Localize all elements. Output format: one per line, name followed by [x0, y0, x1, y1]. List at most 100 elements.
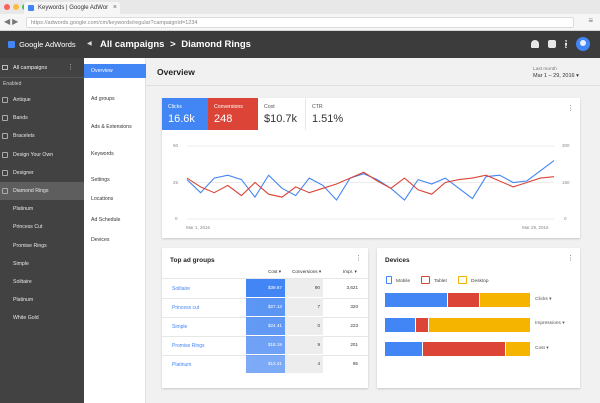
- tab-close-icon[interactable]: ×: [112, 4, 117, 11]
- bar-segment-mobile: [385, 342, 422, 356]
- sort-down-icon: ▾: [354, 269, 357, 274]
- sidebar-adgroup-white-gold[interactable]: White Gold: [13, 315, 39, 322]
- conversions-series-line: [186, 171, 555, 198]
- date-range-selector[interactable]: Last month Mar 1 – 29, 2016 ▾: [533, 67, 579, 79]
- more-options-icon[interactable]: ⋮: [67, 64, 74, 71]
- sidebar-item-design-your-own[interactable]: Design Your Own: [0, 146, 84, 164]
- collapse-sidebar-icon[interactable]: ◀: [87, 41, 92, 47]
- legend-mobile[interactable]: Mobile: [386, 276, 410, 284]
- bar-segment-desktop: [479, 293, 530, 307]
- mobile-device-icon: [386, 276, 392, 284]
- tablet-device-icon: [421, 276, 430, 284]
- chevron-down-icon: ▾: [549, 297, 552, 302]
- conversions-cell: 9: [285, 336, 323, 354]
- sidebar-item-label: Diamond Rings: [13, 187, 49, 194]
- page-menu-settings[interactable]: Settings: [91, 177, 110, 183]
- adwords-logo[interactable]: Google AdWords: [0, 31, 84, 58]
- legend-label: Mobile: [396, 279, 411, 284]
- page-menu-ad-schedule[interactable]: Ad Schedule: [91, 217, 121, 223]
- account-avatar-icon[interactable]: [576, 37, 590, 51]
- browser-tab[interactable]: Keywords | Google AdWor ×: [24, 2, 120, 14]
- bar-label-cost[interactable]: Cost ▾: [535, 346, 549, 351]
- ad-group-link[interactable]: Promise Rings: [172, 343, 205, 349]
- top-ad-groups-card: Top ad groups ⋮ Cost ▾ Conversions ▾ Imp…: [162, 248, 368, 388]
- ad-group-link[interactable]: Simple: [172, 324, 188, 330]
- minimize-window-button[interactable]: [13, 4, 19, 10]
- sidebar-item-bands[interactable]: Bands: [0, 109, 84, 127]
- sort-down-icon: ▾: [318, 269, 322, 274]
- logo-text: Google AdWords: [19, 40, 76, 49]
- more-vert-icon[interactable]: [565, 40, 567, 48]
- chart-options-icon[interactable]: ⋮: [567, 105, 574, 112]
- legend-tablet[interactable]: Tablet: [421, 276, 447, 284]
- legend-label: Tablet: [434, 279, 447, 284]
- enabled-section-label: Enabled: [3, 81, 22, 87]
- page-menu-ads-extensions[interactable]: Ads & Extensions: [91, 124, 132, 130]
- metric-ctr[interactable]: CTR 1.51%: [306, 98, 354, 130]
- date-range-text: Mar 1 – 29, 2016: [533, 73, 575, 79]
- sidebar-adgroup-princess-cut[interactable]: Princess Cut: [13, 224, 43, 231]
- metric-value: $10.7k: [264, 113, 298, 125]
- y-tick-right: 0: [564, 216, 567, 221]
- sidebar-adgroup-simple[interactable]: Simple: [13, 260, 29, 267]
- conversions-cell: 0: [285, 317, 323, 335]
- bar-label-clicks[interactable]: Clicks ▾: [535, 297, 552, 302]
- page-menu-ad-groups[interactable]: Ad groups: [91, 96, 115, 102]
- campaign-sidebar: Google AdWords All campaigns ⋮ Enabled A…: [0, 31, 84, 403]
- cost-cell: $24.41: [246, 317, 285, 335]
- conversions-cell: 4: [285, 355, 323, 373]
- sidebar-item-bracelets[interactable]: Bracelets: [0, 127, 84, 145]
- ad-group-link[interactable]: Solitaire: [172, 286, 191, 292]
- bar-segment-tablet: [415, 318, 428, 332]
- header-divider: [146, 85, 600, 86]
- close-window-button[interactable]: [4, 4, 10, 10]
- cost-cell: $12.41: [246, 355, 285, 373]
- date-range-label: Last month: [533, 67, 557, 72]
- ad-group-link[interactable]: Princess cut: [172, 305, 200, 311]
- header-actions: [531, 37, 590, 51]
- browser-address-bar: ◀▶ https://adwords.google.com/cm/keyword…: [0, 14, 600, 31]
- campaign-icon: [2, 133, 8, 140]
- sidebar-adgroup-platinum-2[interactable]: Platinum: [13, 297, 34, 304]
- sidebar-adgroup-platinum[interactable]: Platinum: [13, 206, 34, 213]
- column-header-conversions[interactable]: Conversions ▾: [292, 269, 321, 275]
- ad-group-link[interactable]: Platinum: [172, 362, 192, 368]
- sidebar-item-designer[interactable]: Designer: [0, 164, 84, 182]
- column-header-cost[interactable]: Cost ▾: [268, 269, 281, 275]
- impressions-cell: 3,621: [346, 285, 359, 290]
- page-menu-overview[interactable]: Overview: [84, 64, 146, 78]
- column-header-impressions[interactable]: Impr. ▾: [343, 269, 357, 275]
- devices-options-icon[interactable]: ⋮: [567, 255, 574, 262]
- notifications-icon[interactable]: [531, 40, 539, 48]
- desktop-device-icon: [458, 276, 467, 284]
- bar-label-impressions[interactable]: Impressions ▾: [535, 321, 565, 326]
- campaign-icon: [2, 187, 8, 194]
- breadcrumb-all-campaigns[interactable]: All campaigns: [100, 39, 165, 50]
- back-forward-icon[interactable]: ◀▶: [4, 17, 21, 26]
- metric-cost[interactable]: Cost $10.7k: [258, 98, 306, 130]
- browser-menu-icon[interactable]: ≡: [588, 16, 593, 25]
- sidebar-adgroup-solitaire[interactable]: Solitaire: [13, 278, 32, 285]
- page-menu-locations[interactable]: Locations: [91, 196, 114, 202]
- metric-conversions[interactable]: Conversions 248: [208, 98, 258, 130]
- chevron-down-icon: ▾: [576, 73, 579, 79]
- sidebar-item-label: Antique: [13, 97, 31, 103]
- sidebar-adgroup-promise-rings[interactable]: Promise Rings: [13, 242, 47, 249]
- page-menu-devices[interactable]: Devices: [91, 237, 110, 243]
- sidebar-item-diamond-rings[interactable]: Diamond Rings: [0, 181, 84, 201]
- sort-down-icon: ▾: [278, 269, 282, 274]
- all-campaigns-label: All campaigns: [13, 65, 48, 71]
- sidebar-all-campaigns[interactable]: All campaigns ⋮: [0, 58, 84, 78]
- ad-groups-options-icon[interactable]: ⋮: [355, 255, 362, 262]
- sidebar-item-antique[interactable]: Antique: [0, 91, 84, 109]
- metric-clicks[interactable]: Clicks 16.6k: [162, 98, 208, 130]
- url-input[interactable]: https://adwords.google.com/cm/keywords/r…: [26, 17, 574, 28]
- impressions-cell: 223: [350, 323, 358, 328]
- cost-cell: $27.13: [246, 298, 285, 316]
- x-tick-end: Mar 29, 2016: [522, 225, 549, 230]
- page-menu-keywords[interactable]: Keywords: [91, 151, 114, 157]
- y-tick-right: 300: [562, 143, 570, 148]
- column-header-label: Conversions: [292, 269, 318, 274]
- legend-desktop[interactable]: Desktop: [458, 276, 489, 284]
- tools-icon[interactable]: [548, 40, 556, 48]
